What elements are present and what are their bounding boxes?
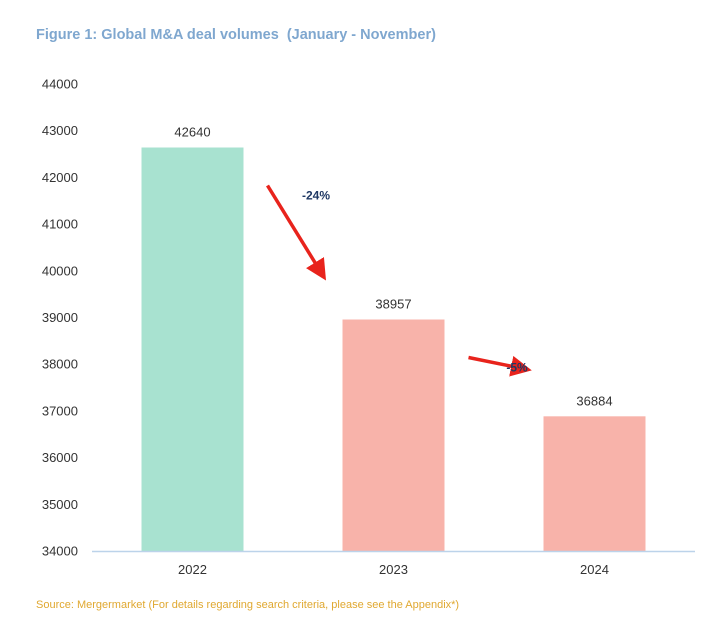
x-tick-label: 2023 <box>379 562 408 577</box>
x-axis: 2022 2023 2024 <box>178 562 609 577</box>
source-note: Source: Mergermarket (For details regard… <box>36 599 460 611</box>
y-tick-label: 37000 <box>42 403 78 418</box>
y-axis: 34000 35000 36000 37000 38000 39000 40000 41000… <box>42 77 78 559</box>
y-tick-label: 35000 <box>42 497 78 512</box>
bars-group: 42640 38957 36884 <box>141 125 646 551</box>
x-tick-label: 2022 <box>178 562 207 577</box>
y-tick-label: 39000 <box>42 310 78 325</box>
decline-arrow <box>266 184 327 281</box>
bar-2024 <box>543 416 646 551</box>
y-tick-label: 42000 <box>42 170 78 185</box>
y-tick-label: 36000 <box>42 450 78 465</box>
x-tick-label: 2024 <box>580 562 609 577</box>
y-tick-label: 43000 <box>42 123 78 138</box>
change-annotations: -24% -5% <box>266 184 532 377</box>
change-percent-label: -5% <box>506 361 528 375</box>
y-tick-label: 41000 <box>42 217 78 232</box>
bar-value-label: 38957 <box>375 297 411 312</box>
y-tick-label: 44000 <box>42 77 78 92</box>
chart-title: Figure 1: Global M&A deal volumes (Janua… <box>36 27 436 43</box>
y-tick-label: 38000 <box>42 357 78 372</box>
bar-2022 <box>141 147 244 551</box>
y-tick-label: 40000 <box>42 263 78 278</box>
bar-value-label: 42640 <box>174 125 210 140</box>
bar-2023 <box>342 319 445 551</box>
decline-arrow <box>468 355 532 377</box>
y-tick-label: 34000 <box>42 544 78 559</box>
change-percent-label: -24% <box>302 189 330 203</box>
bar-value-label: 36884 <box>576 393 612 408</box>
